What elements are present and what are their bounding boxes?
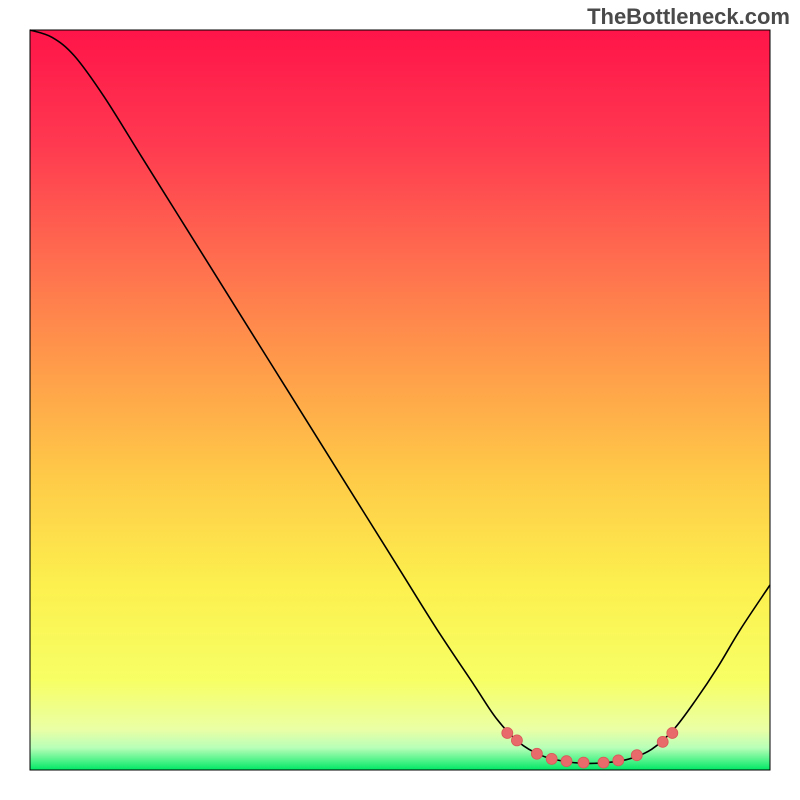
marker-point: [578, 757, 589, 768]
plot-background: [30, 30, 770, 770]
marker-point: [667, 728, 678, 739]
marker-point: [561, 756, 572, 767]
marker-point: [657, 736, 668, 747]
marker-point: [631, 750, 642, 761]
marker-point: [531, 748, 542, 759]
marker-point: [511, 735, 522, 746]
chart-container: TheBottleneck.com: [0, 0, 800, 800]
chart-svg: [0, 0, 800, 800]
watermark-text: TheBottleneck.com: [587, 4, 790, 30]
marker-point: [502, 728, 513, 739]
marker-point: [598, 757, 609, 768]
marker-point: [546, 753, 557, 764]
marker-point: [613, 755, 624, 766]
